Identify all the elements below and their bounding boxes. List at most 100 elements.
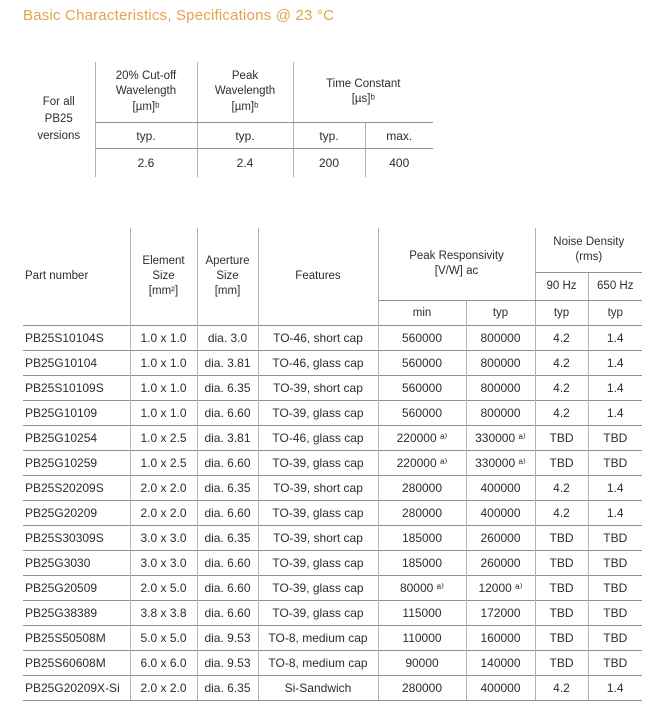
responsivity-min-cell: 115000 (377, 600, 466, 626)
responsivity-typ-cell: 330000 ᵃ⁾ (465, 450, 535, 476)
aperture-size-cell: dia. 3.81 (196, 425, 258, 451)
noise-650hz-cell: TBD (587, 425, 642, 451)
responsivity-typ-cell: 800000 (465, 375, 535, 401)
part-number-cell: PB25S50508M (23, 625, 130, 651)
part-number-cell: PB25G38389 (23, 600, 130, 626)
noise-650hz-cell: TBD (587, 575, 642, 601)
aperture-size-cell: dia. 6.60 (196, 400, 258, 426)
noise-90hz-cell: 4.2 (534, 500, 588, 526)
col-header-time-constant: Time Constant [µs]ᵇ (292, 62, 433, 123)
aperture-size-cell: dia. 6.60 (196, 450, 258, 476)
aperture-size-cell: dia. 6.60 (196, 500, 258, 526)
element-size-cell: 1.0 x 2.5 (129, 450, 197, 476)
table-row: PB25G20209X-Si 2.0 x 2.0 dia. 6.35 Si-Sandw… (23, 675, 642, 701)
responsivity-typ-cell: 400000 (465, 675, 535, 701)
noise-650hz-cell: TBD (587, 550, 642, 576)
sub-header-typ: typ. (94, 122, 197, 149)
value-time-constant-max: 400 (364, 148, 433, 177)
col-header-aperture-size: Aperture Size [mm] (196, 228, 258, 326)
noise-650hz-cell: 1.4 (587, 400, 642, 426)
parts-table-header: Part number Element Size [mm²] Aperture … (23, 228, 642, 326)
noise-650hz-cell: 1.4 (587, 375, 642, 401)
sub-header-resp-typ: typ (465, 300, 535, 326)
table-row: PB25S50508M 5.0 x 5.0 dia. 9.53 TO-8, mediu… (23, 625, 642, 651)
element-size-cell: 2.0 x 5.0 (129, 575, 197, 601)
responsivity-typ-cell: 140000 (465, 650, 535, 676)
responsivity-typ-cell: 260000 (465, 550, 535, 576)
responsivity-typ-cell: 12000 ᵃ⁾ (465, 575, 535, 601)
aperture-size-cell: dia. 6.60 (196, 575, 258, 601)
responsivity-typ-cell: 400000 (465, 500, 535, 526)
element-size-cell: 1.0 x 1.0 (129, 325, 197, 351)
page-title: Basic Characteristics, Specifications @ … (23, 7, 335, 24)
part-number-cell: PB25G10259 (23, 450, 130, 476)
general-row-label: For all PB25 versions (37, 96, 81, 142)
responsivity-min-cell: 80000 ᵃ⁾ (377, 575, 466, 601)
noise-90hz-cell: TBD (534, 625, 588, 651)
part-number-cell: PB25G10254 (23, 425, 130, 451)
responsivity-min-cell: 185000 (377, 550, 466, 576)
parts-table-body: PB25S10104S 1.0 x 1.0 dia. 3.0 TO-46, short… (23, 325, 642, 701)
sub-header-650hz-typ: typ (587, 300, 642, 326)
sub-header-typ: typ. (196, 122, 293, 149)
element-size-cell: 3.8 x 3.8 (129, 600, 197, 626)
parts-table: Part number Element Size [mm²] Aperture … (23, 228, 642, 701)
element-size-cell: 1.0 x 1.0 (129, 350, 197, 376)
noise-90hz-cell: TBD (534, 425, 588, 451)
responsivity-min-cell: 280000 (377, 675, 466, 701)
table-row: PB25G38389 3.8 x 3.8 dia. 6.60 TO-39, glass… (23, 600, 642, 626)
responsivity-typ-cell: 330000 ᵃ⁾ (465, 425, 535, 451)
element-size-cell: 2.0 x 2.0 (129, 475, 197, 501)
value-time-constant-typ: 200 (292, 148, 365, 177)
part-number-cell: PB25G10104 (23, 350, 130, 376)
responsivity-typ-cell: 400000 (465, 475, 535, 501)
aperture-size-cell: dia. 6.35 (196, 525, 258, 551)
part-number-cell: PB25S10109S (23, 375, 130, 401)
features-cell: TO-8, medium cap (257, 650, 378, 676)
responsivity-typ-cell: 160000 (465, 625, 535, 651)
part-number-cell: PB25S20209S (23, 475, 130, 501)
aperture-size-cell: dia. 6.60 (196, 550, 258, 576)
noise-90hz-cell: TBD (534, 600, 588, 626)
table-row: PB25G10104 1.0 x 1.0 dia. 3.81 TO-46, glass… (23, 350, 642, 376)
sub-header-typ: typ. (292, 122, 365, 149)
table-row: PB25S10109S 1.0 x 1.0 dia. 6.35 TO-39, shor… (23, 375, 642, 401)
element-size-cell: 3.0 x 3.0 (129, 550, 197, 576)
col-header-peak-responsivity: Peak Responsivity [V/W] ac (377, 228, 535, 301)
aperture-size-cell: dia. 6.35 (196, 675, 258, 701)
table-row: PB25S30309S 3.0 x 3.0 dia. 6.35 TO-39, shor… (23, 525, 642, 551)
noise-90hz-cell: 4.2 (534, 375, 588, 401)
table-row: PB25G20509 2.0 x 5.0 dia. 6.60 TO-39, glass… (23, 575, 642, 601)
noise-90hz-cell: TBD (534, 550, 588, 576)
col-header-element-size: Element Size [mm²] (129, 228, 197, 326)
element-size-cell: 2.0 x 2.0 (129, 500, 197, 526)
noise-90hz-cell: TBD (534, 450, 588, 476)
table-row: PB25G10109 1.0 x 1.0 dia. 6.60 TO-39, glass… (23, 400, 642, 426)
element-size-cell: 1.0 x 2.5 (129, 425, 197, 451)
part-number-cell: PB25S30309S (23, 525, 130, 551)
aperture-size-cell: dia. 9.53 (196, 650, 258, 676)
noise-650hz-cell: 1.4 (587, 475, 642, 501)
element-size-cell: 2.0 x 2.0 (129, 675, 197, 701)
table-row: PB25G20209 2.0 x 2.0 dia. 6.60 TO-39, glass… (23, 500, 642, 526)
part-number-cell: PB25G20209 (23, 500, 130, 526)
table-row: PB25S10104S 1.0 x 1.0 dia. 3.0 TO-46, short… (23, 325, 642, 351)
table-row: PB25S60608M 6.0 x 6.0 dia. 9.53 TO-8, mediu… (23, 650, 642, 676)
responsivity-min-cell: 90000 (377, 650, 466, 676)
responsivity-min-cell: 560000 (377, 325, 466, 351)
responsivity-min-cell: 220000 ᵃ⁾ (377, 450, 466, 476)
responsivity-typ-cell: 800000 (465, 325, 535, 351)
col-header-noise-density: Noise Density (rms) (534, 228, 642, 273)
noise-90hz-cell: 4.2 (534, 400, 588, 426)
responsivity-typ-cell: 800000 (465, 400, 535, 426)
responsivity-min-cell: 185000 (377, 525, 466, 551)
element-size-cell: 1.0 x 1.0 (129, 400, 197, 426)
aperture-size-cell: dia. 9.53 (196, 625, 258, 651)
col-header-cutoff-wavelength: 20% Cut-off Wavelength [µm]ᵇ (94, 62, 197, 123)
responsivity-min-cell: 560000 (377, 350, 466, 376)
noise-90hz-cell: TBD (534, 650, 588, 676)
features-cell: TO-39, glass cap (257, 550, 378, 576)
responsivity-min-cell: 280000 (377, 475, 466, 501)
features-cell: TO-8, medium cap (257, 625, 378, 651)
